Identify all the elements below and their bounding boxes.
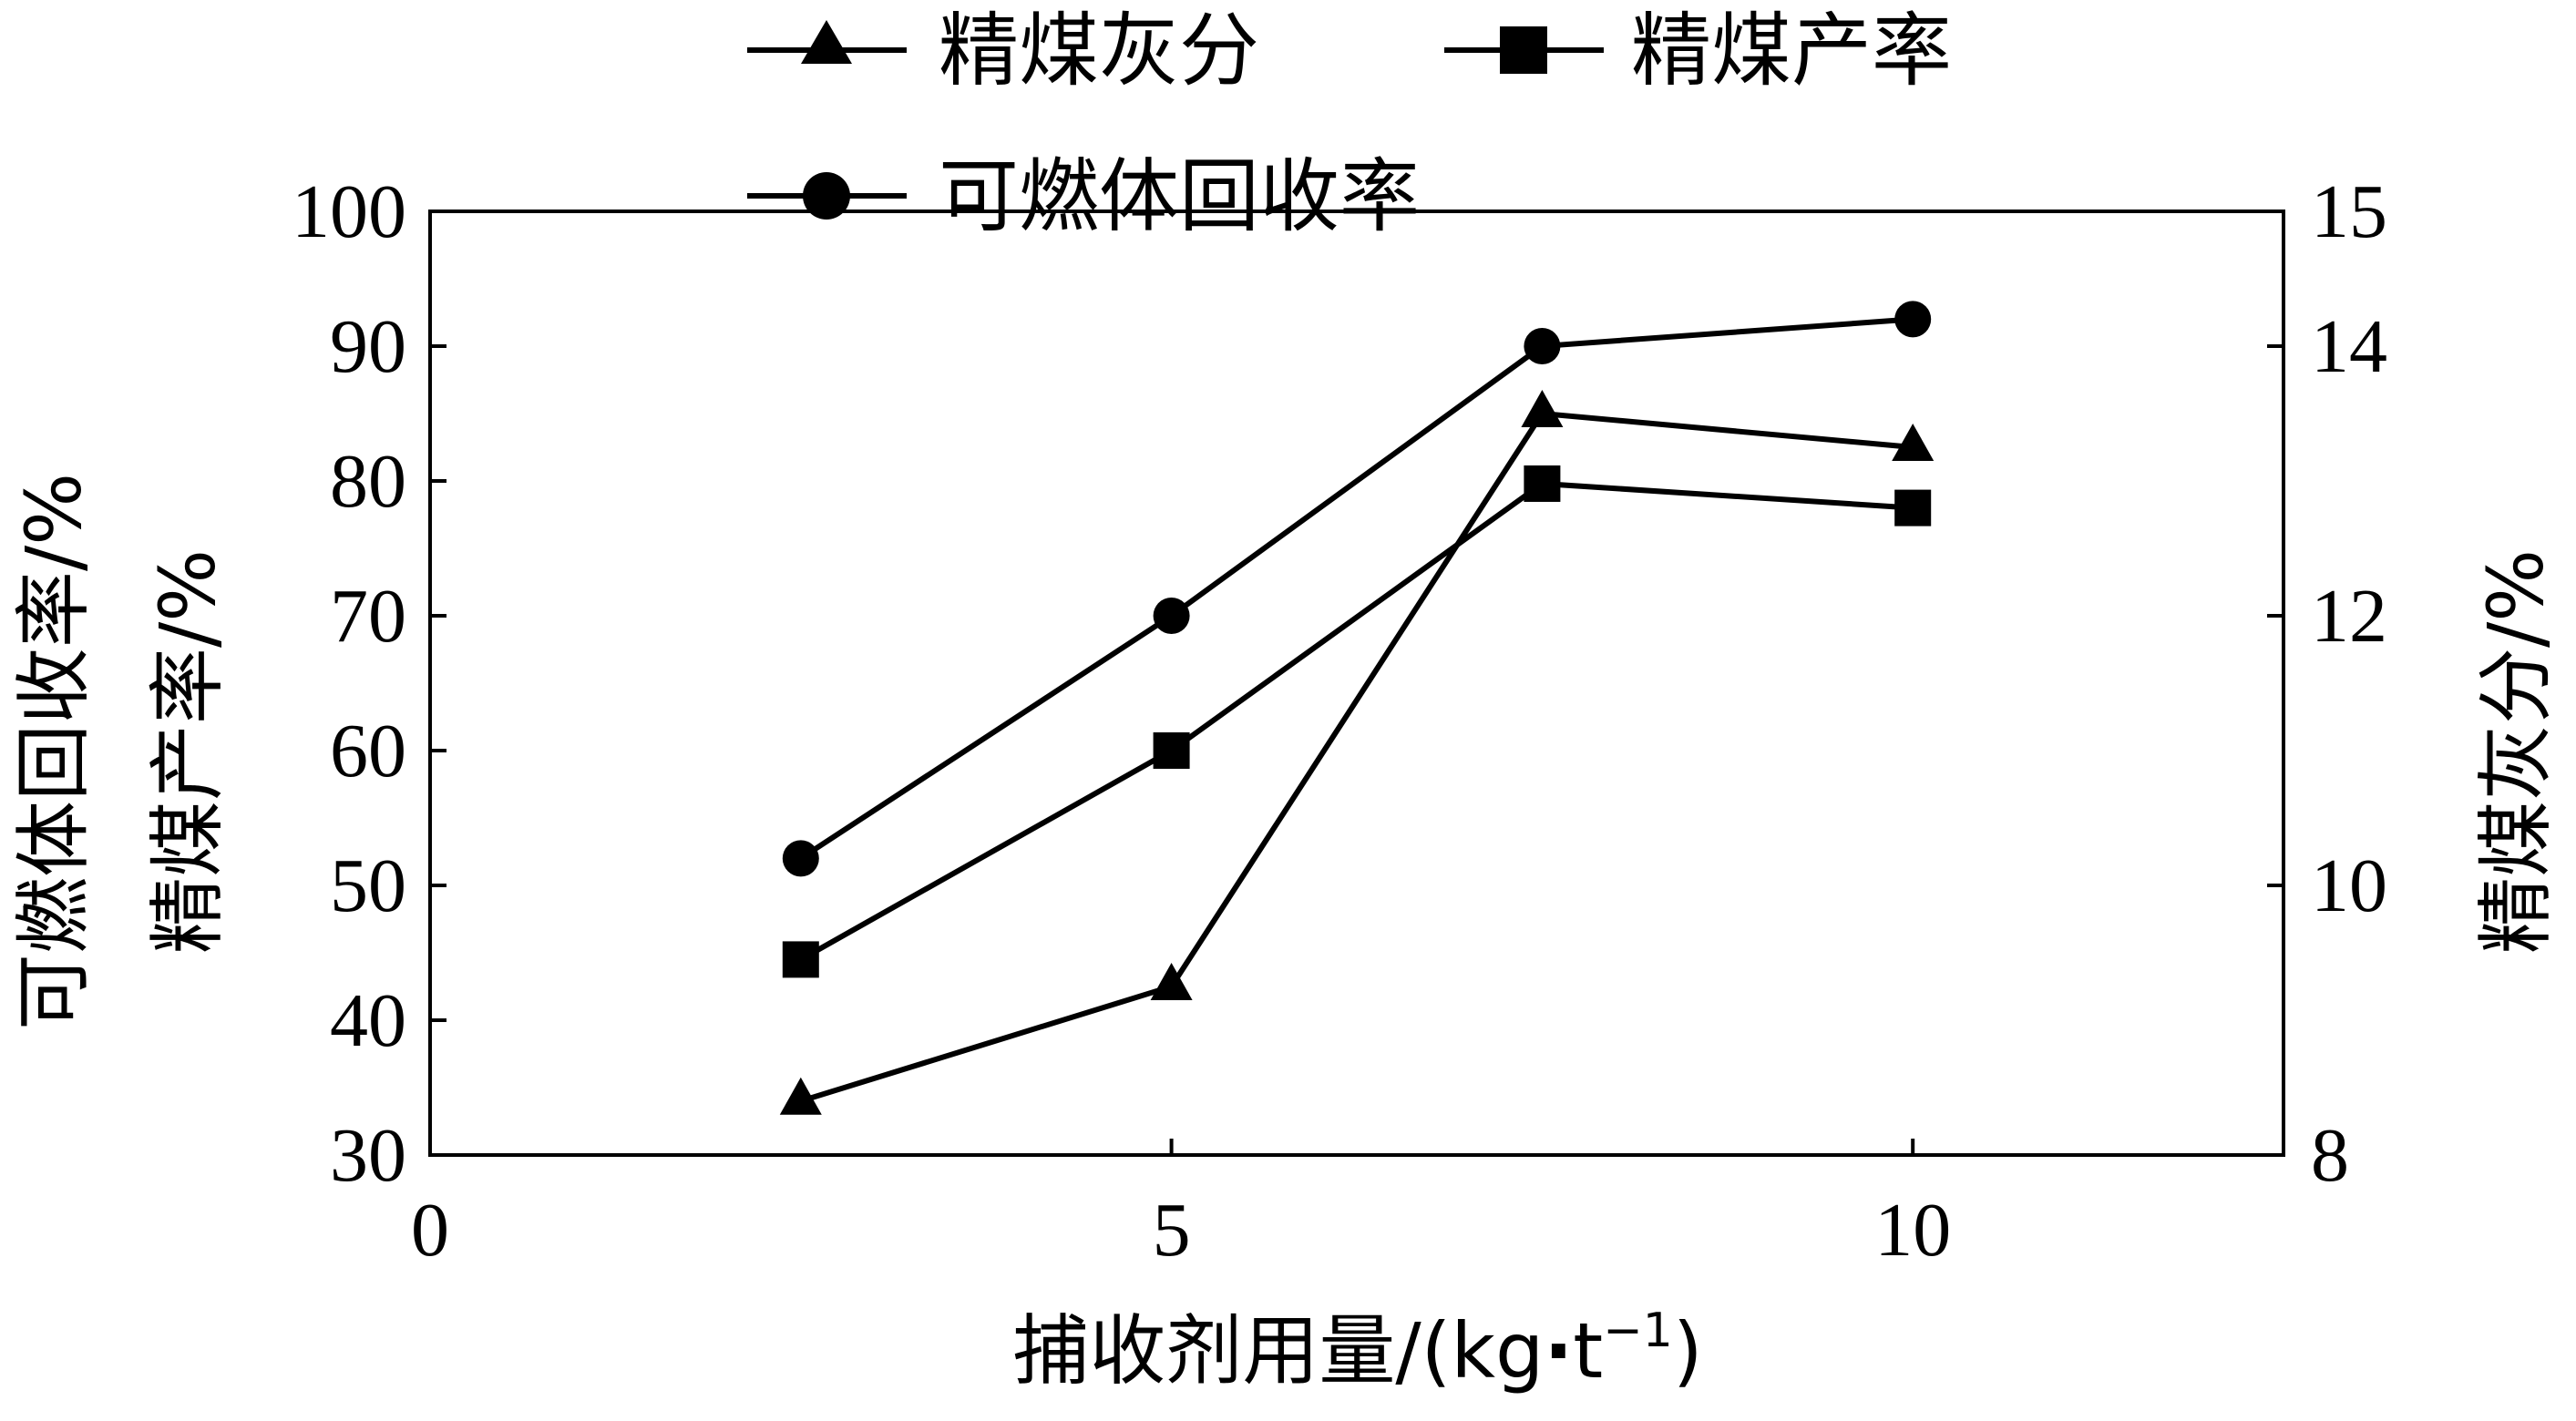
series-square (782, 465, 1932, 978)
data-point-triangle (1521, 390, 1564, 427)
left-axis-title-recovery: 可燃体回收率/% (9, 473, 98, 1030)
x-tick-label: 0 (411, 1188, 449, 1273)
legend-marker-triangle (801, 20, 852, 64)
series-layer (779, 301, 1935, 1115)
left-y-tick-label: 50 (330, 843, 406, 928)
plot-frame (428, 210, 2285, 1157)
legend-label-yield: 精煤产率 (1631, 4, 1952, 97)
x-axis-title-end: ) (1673, 1306, 1703, 1395)
x-axis-title: 捕收剂用量/(kg·t−1) (1012, 1303, 1702, 1395)
legend-item-ash: 精煤灰分 (747, 4, 1259, 97)
data-point-triangle (1892, 424, 1935, 461)
x-tick-label: 10 (1874, 1188, 1951, 1273)
legend-label-recovery: 可燃体回收率 (939, 149, 1420, 243)
data-point-circle (1524, 328, 1561, 364)
series-circle (782, 301, 1932, 877)
legend-item-recovery: 可燃体回收率 (747, 149, 1420, 243)
data-point-square (1894, 489, 1932, 526)
right-y-tick-label: 10 (2311, 843, 2387, 928)
right-y-tick-label: 15 (2311, 169, 2387, 254)
legend: 精煤灰分 精煤产率 可燃体回收率 (747, 4, 1952, 243)
x-axis-title-main: 捕收剂用量/(kg (1012, 1306, 1544, 1395)
legend-marker-circle (803, 172, 850, 220)
legend-label-ash: 精煤灰分 (939, 4, 1259, 97)
data-point-circle (1153, 598, 1190, 634)
data-point-triangle (1150, 963, 1193, 1000)
data-point-square (782, 941, 819, 978)
data-point-circle (1894, 301, 1932, 338)
series-triangle (779, 390, 1935, 1115)
left-y-tick-label: 100 (292, 169, 406, 254)
left-y-tick-label: 90 (330, 304, 406, 389)
series-line-triangle (799, 410, 1914, 1104)
series-line-circle (799, 316, 1914, 861)
series-line-square (799, 480, 1914, 963)
data-point-triangle (779, 1077, 822, 1115)
x-tick-label: 5 (1153, 1188, 1191, 1273)
data-point-square (1153, 732, 1190, 769)
x-axis-title-exponent: −1 (1603, 1303, 1673, 1358)
left-y-tick-label: 80 (330, 439, 406, 524)
right-y-tick-label: 14 (2311, 304, 2387, 389)
data-point-square (1524, 465, 1561, 502)
right-y-tick-label: 12 (2311, 574, 2387, 659)
right-y-tick-label: 8 (2311, 1113, 2349, 1198)
x-axis-title-unit: t (1573, 1306, 1603, 1395)
data-point-circle (782, 840, 819, 877)
left-y-tick-label: 40 (330, 978, 406, 1063)
left-axis-title-yield: 精煤产率/% (143, 549, 232, 954)
axes: 0 5 10 30 40 50 60 70 80 90 100 8 10 12 14 15 (292, 169, 2387, 1273)
right-axis-title-ash: 精煤灰分/% (2471, 549, 2561, 954)
left-y-tick-label: 70 (330, 574, 406, 659)
left-y-tick-label: 60 (330, 709, 406, 793)
left-y-tick-label: 30 (330, 1113, 406, 1198)
legend-marker-square (1500, 26, 1547, 74)
legend-item-yield: 精煤产率 (1444, 4, 1952, 97)
x-axis-title-dot: · (1544, 1306, 1573, 1395)
